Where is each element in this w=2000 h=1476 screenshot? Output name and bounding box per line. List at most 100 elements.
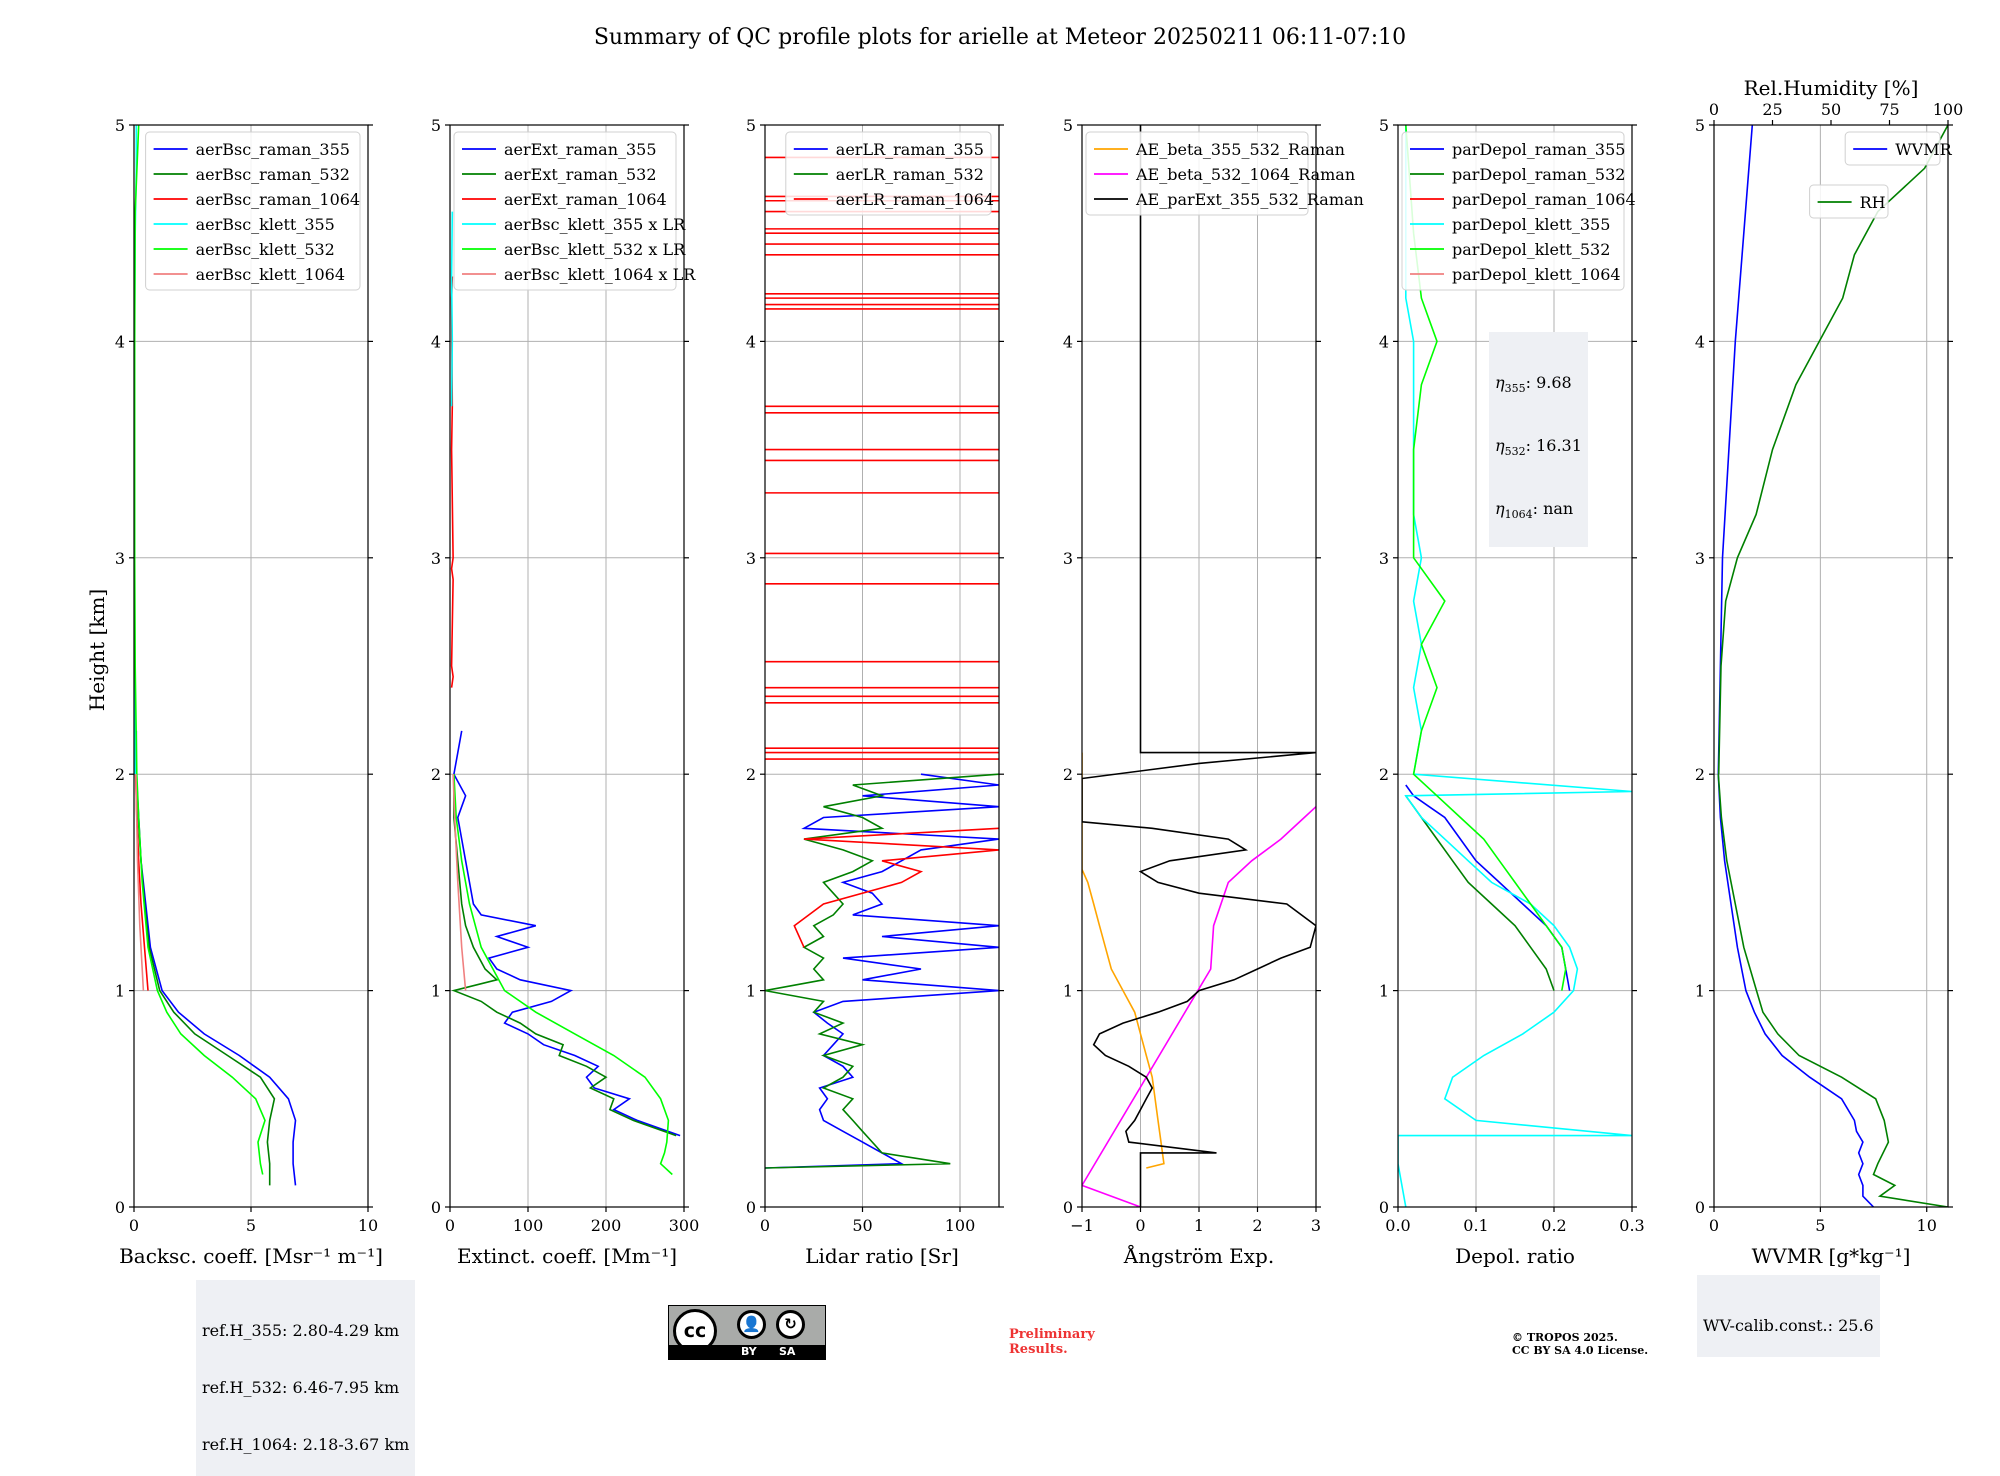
preliminary-results-note: Preliminary Results. (1009, 1327, 1095, 1357)
eta-1064: η1064: nan (1495, 499, 1574, 522)
x-axis-label: Ångström Exp. (1123, 1243, 1274, 1268)
y-tick-label: 2 (115, 765, 125, 784)
y-tick-label: 2 (431, 765, 441, 784)
legend-box (1844, 131, 1941, 166)
series-group (765, 156, 999, 1169)
legend-label: AE_beta_355_532_Raman (1135, 140, 1345, 159)
series-group (1082, 125, 1316, 1207)
series-group (1398, 125, 1632, 1207)
legend-label: aerBsc_klett_355 (196, 215, 335, 234)
y-tick-label: 4 (1379, 332, 1389, 351)
legend-label: WVMR (1895, 140, 1952, 159)
y-tick-label: 4 (746, 332, 756, 351)
x-tick-label: 0.1 (1463, 1216, 1488, 1235)
eta-532: η532: 16.31 (1495, 436, 1582, 459)
y-tick-label: 5 (431, 116, 441, 135)
y-tick-label: 2 (1379, 765, 1389, 784)
x-tick-label: 0 (1709, 1216, 1719, 1235)
x-tick-label: 5 (246, 1216, 256, 1235)
series-aerlr-raman-355 (765, 773, 999, 1169)
legend-label: parDepol_raman_1064 (1452, 190, 1636, 209)
reference-heights-box: ref.H_355: 2.80-4.29 km ref.H_532: 6.46-… (196, 1280, 416, 1476)
share-alike-icon: ↻ (776, 1310, 805, 1339)
series-aerext-raman-355 (453, 730, 681, 1137)
y-tick-label: 0 (1379, 1198, 1389, 1217)
y-tick-label: 1 (1379, 982, 1389, 1001)
y-tick-label: 4 (1695, 332, 1705, 351)
preliminary-line-2: Results. (1009, 1342, 1068, 1357)
legend-label: parDepol_raman_355 (1452, 140, 1625, 159)
badge-bar (669, 1345, 825, 1359)
preliminary-line-1: Preliminary (1009, 1327, 1095, 1342)
x-tick-label: 10 (358, 1216, 378, 1235)
legend-label: parDepol_klett_355 (1452, 215, 1610, 234)
series-ae-beta-355-532-raman (1082, 752, 1165, 1169)
legend-box (785, 131, 992, 216)
series-aerlr-raman-532 (765, 773, 999, 1169)
eta-355: η355: 9.68 (1495, 373, 1572, 396)
legend-label: AE_parExt_355_532_Raman (1135, 190, 1364, 209)
y-tick-label: 3 (1063, 549, 1073, 568)
y-tick-label: 3 (115, 549, 125, 568)
x-tick-label: 0 (129, 1216, 139, 1235)
x-tick-label: 0 (445, 1216, 455, 1235)
legend-box (145, 131, 361, 291)
x-tick-label: 300 (669, 1216, 700, 1235)
top-x-tick-label: 75 (1879, 100, 1899, 119)
series-wvmr-calib- (1717, 774, 1948, 1207)
legend-label: aerExt_raman_355 (504, 140, 657, 159)
x-tick-label: 100 (513, 1216, 544, 1235)
y-tick-label: 2 (746, 765, 756, 784)
cc-by-sa-license-badge[interactable]: cc 👤 ↻ BY SA (668, 1305, 826, 1360)
ref-height-532: ref.H_532: 6.46-7.95 km (202, 1378, 400, 1397)
y-tick-label: 5 (1063, 116, 1073, 135)
legend: AE_beta_355_532_Raman AE_beta_532_1064_Ra… (1085, 131, 1364, 216)
depol-eta-box: η355: 9.68 η532: 16.31 η1064: nan (1489, 332, 1588, 547)
axes-frame (764, 124, 1000, 1208)
top-x-tick-label: 100 (1933, 100, 1964, 119)
x-tick-label: 50 (852, 1216, 872, 1235)
series-group (1717, 125, 1948, 1207)
ref-height-355: ref.H_355: 2.80-4.29 km (202, 1321, 400, 1340)
series-aerbsc-raman-355 (135, 730, 297, 1186)
y-tick-label: 3 (746, 549, 756, 568)
top-x-tick-label: 25 (1762, 100, 1782, 119)
series-aerbsc-klett-355-x-lr (450, 211, 454, 407)
series-aerbsc-raman-532 (134, 698, 276, 1186)
y-tick-label: 4 (1063, 332, 1073, 351)
y-tick-label: 4 (115, 332, 125, 351)
x-tick-label: 0 (760, 1216, 770, 1235)
series-ae-parext-355-532-raman (1082, 125, 1316, 1207)
axes-frame (449, 124, 685, 1208)
y-tick-label: 3 (1379, 549, 1389, 568)
legend: WVMR RH (1809, 131, 1953, 219)
x-tick-label: 100 (945, 1216, 976, 1235)
legend-label: aerExt_raman_1064 (504, 190, 667, 209)
y-tick-label: 2 (1063, 765, 1073, 784)
axes-frame (1397, 124, 1633, 1208)
top-x-tick-label: 50 (1821, 100, 1841, 119)
y-tick-label: 4 (431, 332, 441, 351)
top-x-tick-label: 0 (1709, 100, 1719, 119)
legend-label: aerExt_raman_532 (504, 165, 657, 184)
x-tick-label: 0.2 (1541, 1216, 1566, 1235)
copyright-line-1: © TROPOS 2025. (1512, 1331, 1618, 1344)
x-tick-label: 3 (1311, 1216, 1321, 1235)
legend-box (1085, 131, 1309, 216)
legend-label: aerBsc_klett_532 (196, 240, 335, 259)
x-axis-label: Lidar ratio [Sr] (805, 1244, 959, 1268)
top-x-axis-label: Rel.Humidity [%] (1744, 76, 1919, 100)
series-aerbsc-klett-1064-x-lr (452, 774, 467, 991)
y-tick-label: 0 (1695, 1198, 1705, 1217)
panel-backscatter: 0 1 2 3 4 5 0 5 10 Backsc. coeff. [Msr⁻¹ m⁻¹] aerB… (115, 116, 383, 1268)
x-tick-label: 2 (1252, 1216, 1262, 1235)
legend-label: aerBsc_klett_1064 x LR (504, 265, 696, 284)
legend-label: parDepol_klett_1064 (1452, 265, 1621, 284)
series-aerbsc-raman-1064 (134, 730, 149, 991)
x-axis-label: Backsc. coeff. [Msr⁻¹ m⁻¹] (119, 1244, 383, 1268)
series-pardepol-raman-532 (1405, 795, 1555, 991)
x-tick-label: −1 (1070, 1216, 1094, 1235)
x-axis-label: Extinct. coeff. [Mm⁻¹] (457, 1244, 677, 1268)
panel-depol: 0 1 2 3 4 5 0.0 0.1 0.2 0.3 Depol. ratio parDepol_r… (1379, 116, 1645, 1268)
